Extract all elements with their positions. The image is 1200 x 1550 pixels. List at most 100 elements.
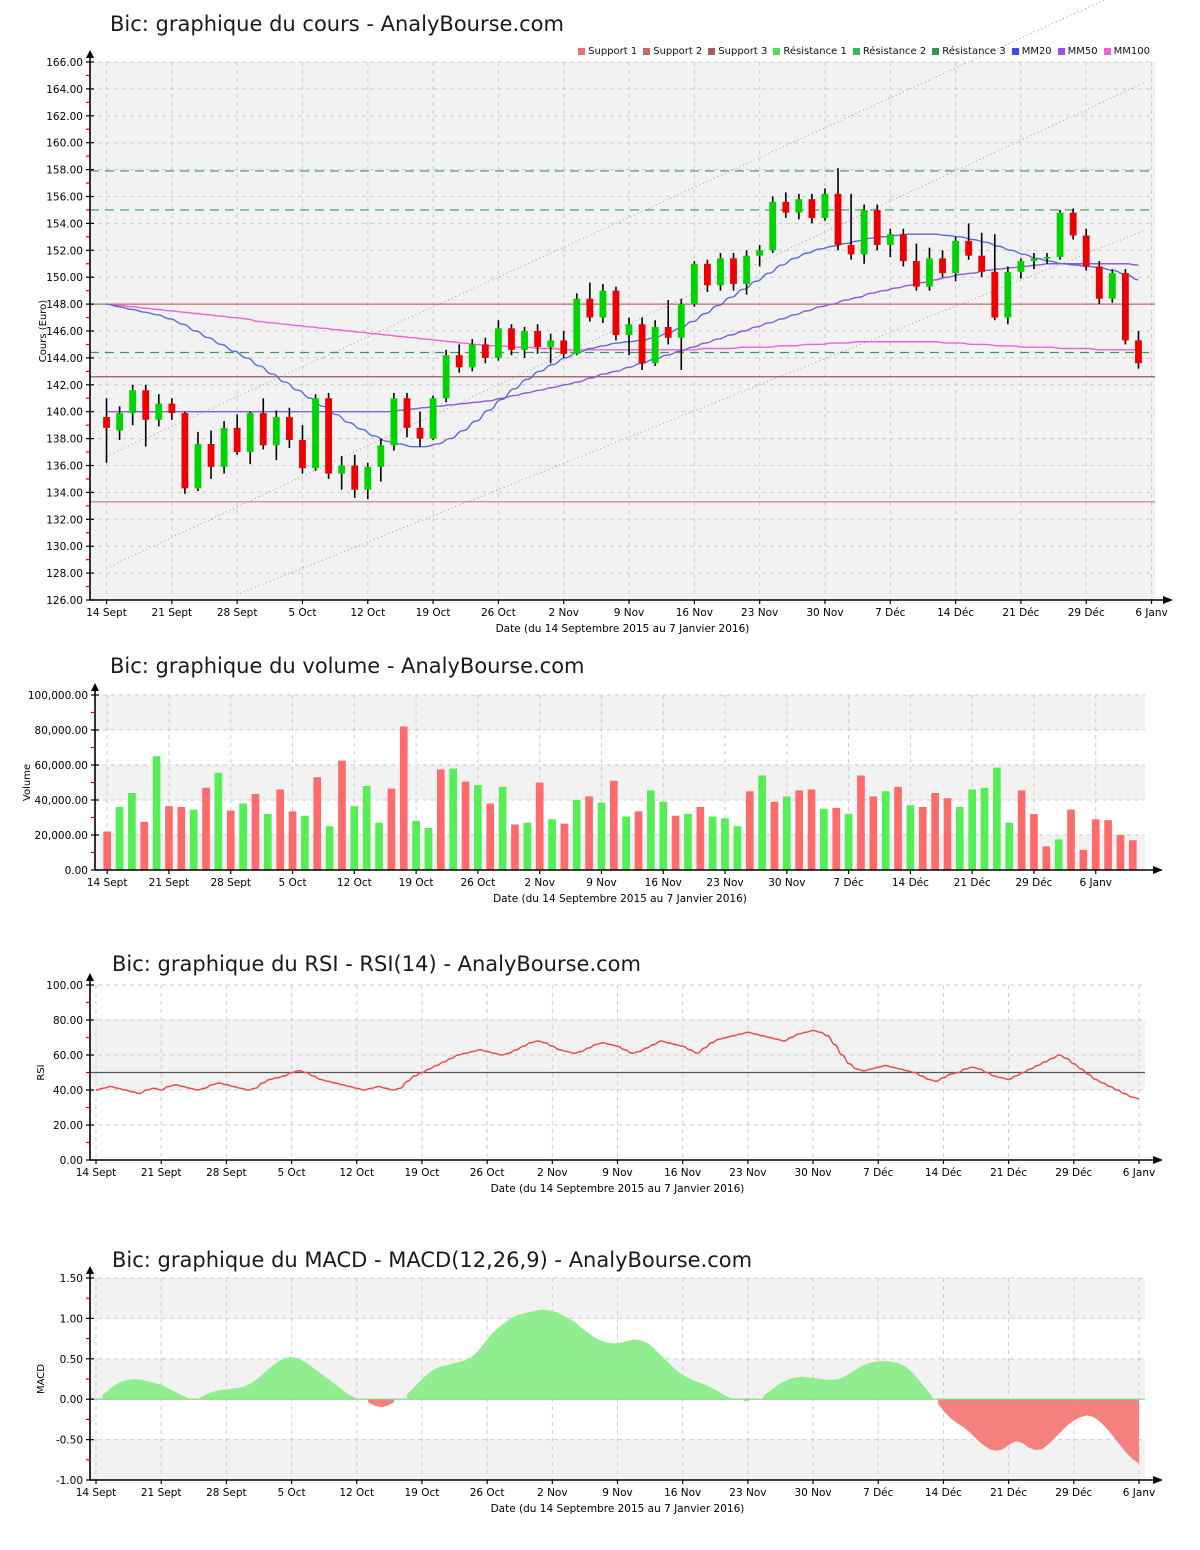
svg-text:19 Oct: 19 Oct xyxy=(405,1167,440,1179)
svg-text:20.00: 20.00 xyxy=(53,1120,83,1132)
svg-text:5 Oct: 5 Oct xyxy=(277,1487,305,1499)
candlestick xyxy=(233,414,241,455)
rsi-chart-title: Bic: graphique du RSI - RSI(14) - AnalyB… xyxy=(112,952,641,976)
svg-text:14 Sept: 14 Sept xyxy=(87,877,128,889)
svg-text:140.00: 140.00 xyxy=(46,407,83,419)
svg-text:23 Nov: 23 Nov xyxy=(729,1167,766,1179)
volume-bar xyxy=(350,806,359,870)
volume-bar xyxy=(1128,840,1137,870)
volume-bar xyxy=(993,767,1001,870)
volume-bar xyxy=(721,818,729,870)
legend-swatch-icon xyxy=(773,48,781,55)
legend-item-6[interactable]: MM20 xyxy=(1011,46,1052,57)
volume-bar xyxy=(511,824,519,870)
volume-bar xyxy=(1116,835,1125,870)
volume-bar xyxy=(325,826,334,870)
svg-text:30 Nov: 30 Nov xyxy=(806,607,843,619)
svg-text:6 Janv: 6 Janv xyxy=(1123,1167,1155,1179)
svg-text:29 Déc: 29 Déc xyxy=(1055,1167,1092,1179)
candlestick xyxy=(468,339,476,372)
candlestick xyxy=(416,411,424,447)
candlestick xyxy=(834,168,842,251)
rsi-line xyxy=(95,1029,1140,1100)
candlestick xyxy=(455,344,463,373)
svg-text:21 Déc: 21 Déc xyxy=(990,1167,1027,1179)
svg-text:23 Nov: 23 Nov xyxy=(741,607,778,619)
volume-bar xyxy=(214,772,223,870)
candlestick xyxy=(1004,266,1012,325)
candlestick xyxy=(168,398,176,420)
legend-item-8[interactable]: MM100 xyxy=(1103,46,1150,57)
volume-bar xyxy=(918,807,927,870)
svg-text:21 Sept: 21 Sept xyxy=(152,607,193,619)
volume-bar xyxy=(733,826,742,870)
svg-text:14 Déc: 14 Déc xyxy=(892,877,929,889)
candlestick xyxy=(508,324,515,356)
svg-text:7 Déc: 7 Déc xyxy=(863,1487,894,1499)
candlestick xyxy=(1069,208,1077,240)
volume-bar xyxy=(362,786,371,870)
candlestick xyxy=(913,243,920,291)
svg-text:136.00: 136.00 xyxy=(46,461,83,473)
candlestick xyxy=(651,320,659,366)
legend-swatch-icon xyxy=(1011,48,1019,55)
volume-bar xyxy=(931,793,939,870)
legend-item-5[interactable]: Résistance 3 xyxy=(932,46,1006,57)
price-chart-legend: Support 1 Support 2 Support 3 Résistance 1 R… xyxy=(578,46,1154,57)
svg-text:12 Oct: 12 Oct xyxy=(339,1167,374,1179)
svg-text:0.00: 0.00 xyxy=(60,1155,83,1167)
candlestick xyxy=(155,394,163,427)
volume-bar xyxy=(535,782,544,870)
legend-swatch-icon xyxy=(852,48,860,55)
legend-item-2[interactable]: Support 3 xyxy=(708,46,767,57)
volume-bar xyxy=(189,809,198,870)
legend-item-7[interactable]: MM50 xyxy=(1057,46,1098,57)
legend-item-0[interactable]: Support 1 xyxy=(578,46,637,57)
volume-bar xyxy=(412,821,420,870)
candlestick xyxy=(573,293,581,356)
candlestick xyxy=(638,317,646,371)
volume-bar xyxy=(165,806,173,870)
volume-bar xyxy=(486,803,495,870)
svg-text:Volume: Volume xyxy=(22,764,33,801)
svg-text:5 Oct: 5 Oct xyxy=(278,877,306,889)
legend-item-3[interactable]: Résistance 1 xyxy=(773,46,847,57)
legend-item-label: MM50 xyxy=(1067,46,1098,57)
candlestick xyxy=(952,236,959,282)
legend-item-1[interactable]: Support 2 xyxy=(643,46,702,57)
legend-item-4[interactable]: Résistance 2 xyxy=(852,46,926,57)
volume-bar xyxy=(498,786,507,870)
candlestick xyxy=(860,204,868,264)
volume-bar xyxy=(338,760,346,870)
candlestick xyxy=(782,192,790,219)
svg-text:166.00: 166.00 xyxy=(46,57,83,69)
candlestick xyxy=(312,394,319,471)
volume-bar xyxy=(474,785,482,870)
svg-text:100.00: 100.00 xyxy=(46,980,83,992)
volume-bar xyxy=(572,800,581,870)
svg-text:19 Oct: 19 Oct xyxy=(399,877,434,889)
candlestick xyxy=(612,286,620,341)
candlestick xyxy=(847,193,855,260)
volume-bar xyxy=(795,790,804,870)
volume-bar xyxy=(844,814,853,870)
candlestick xyxy=(207,430,215,479)
candlestick xyxy=(664,300,672,345)
svg-text:12 Oct: 12 Oct xyxy=(337,877,372,889)
candlestick xyxy=(743,250,750,295)
volume-chart-panel: Bic: graphique du volume - AnalyBourse.c… xyxy=(0,640,1200,940)
candlestick xyxy=(926,247,933,291)
legend-swatch-icon xyxy=(578,48,586,55)
svg-text:30 Nov: 30 Nov xyxy=(794,1167,831,1179)
volume-bar xyxy=(1067,809,1075,870)
volume-bar xyxy=(980,787,989,870)
candlestick xyxy=(1043,252,1051,264)
legend-item-label: Résistance 1 xyxy=(783,46,847,57)
volume-bar xyxy=(597,802,606,870)
volume-bar xyxy=(1030,814,1038,870)
candlestick xyxy=(939,250,946,278)
macd-chart-title: Bic: graphique du MACD - MACD(12,26,9) -… xyxy=(112,1248,753,1272)
svg-text:Date (du 14 Septembre 2015 au: Date (du 14 Septembre 2015 au 7 Janvier … xyxy=(491,1183,745,1195)
svg-text:16 Nov: 16 Nov xyxy=(676,607,713,619)
volume-bar xyxy=(782,796,791,870)
